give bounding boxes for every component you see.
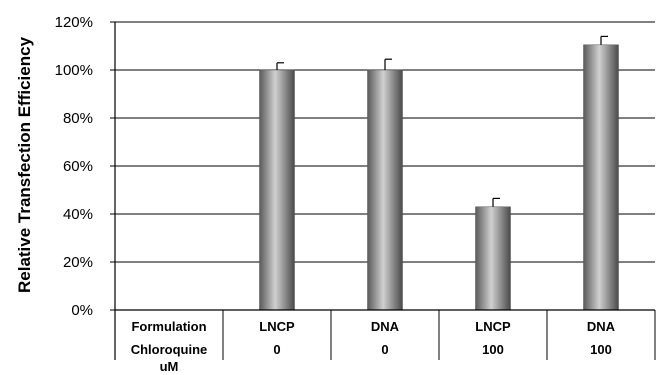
row-header-chloroquine: Chloroquine: [131, 342, 208, 357]
y-axis-label: Relative Transfection Efficiency: [15, 36, 34, 293]
chloroquine-cell: 100: [590, 342, 612, 357]
bar: [367, 69, 403, 311]
error-bars: [276, 35, 608, 207]
chloroquine-cell: 100: [482, 342, 504, 357]
formulation-cell: LNCP: [259, 319, 295, 334]
y-tick-label: 120%: [55, 14, 93, 31]
formulation-cell: DNA: [371, 319, 400, 334]
bars: [259, 44, 619, 311]
bar: [259, 69, 295, 311]
chloroquine-cell: 0: [273, 342, 280, 357]
row-header-formulation: Formulation: [131, 319, 206, 334]
bar: [583, 44, 619, 311]
formulation-cell: DNA: [587, 319, 616, 334]
chloroquine-cell: 0: [381, 342, 388, 357]
y-tick-label: 40%: [63, 206, 93, 223]
formulation-cell: LNCP: [475, 319, 511, 334]
y-tick-label: 100%: [55, 62, 93, 79]
bar: [475, 206, 511, 311]
y-tick-label: 0%: [71, 302, 93, 319]
row-header-chloroquine-unit: uM: [160, 359, 179, 374]
y-tick-label: 20%: [63, 254, 93, 271]
y-tick-label: 60%: [63, 158, 93, 175]
y-tick-label: 80%: [63, 110, 93, 127]
y-axis-ticks: 0% 20% 40% 60% 80% 100% 120%: [55, 14, 93, 319]
category-table: Formulation Chloroquine uM LNCP DNA LNCP DNA 0 0…: [114, 22, 656, 374]
